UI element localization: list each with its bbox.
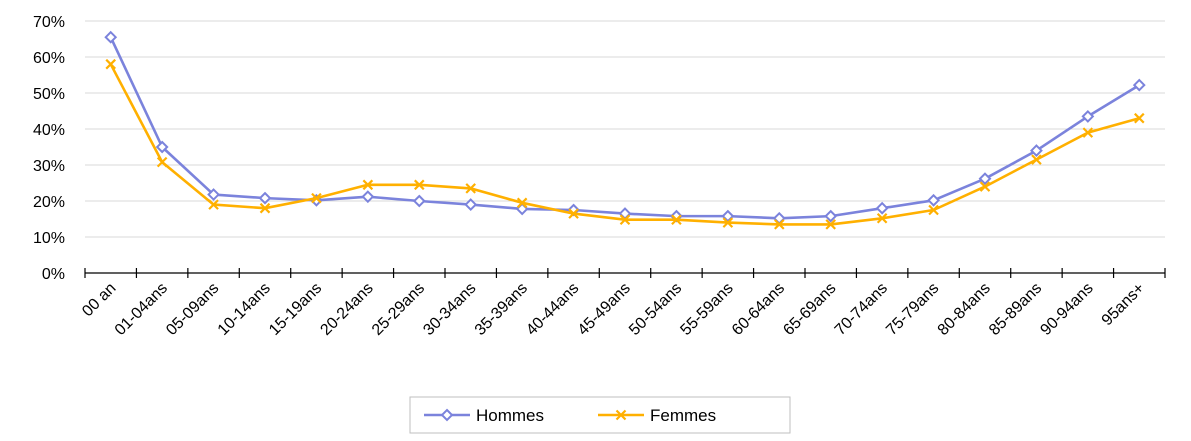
legend-marker xyxy=(615,409,627,421)
legend-label: Femmes xyxy=(650,406,716,425)
data-point xyxy=(774,219,785,230)
y-tick-label: 20% xyxy=(33,194,65,211)
data-point xyxy=(311,192,322,204)
x-tick-label: 65-69ans xyxy=(780,280,839,339)
x-tick-label: 40-44ans xyxy=(523,280,582,339)
axes: 0% 10% 20% 30% 40% 50% 60% 70% 00 an01-04ans05-0… xyxy=(33,14,1166,339)
data-point xyxy=(104,30,118,44)
data-point xyxy=(928,204,939,216)
data-point xyxy=(1134,112,1145,124)
x-tick-label: 30-34ans xyxy=(420,280,479,339)
data-point xyxy=(105,58,116,70)
data-point xyxy=(207,188,220,201)
data-point xyxy=(568,208,579,219)
data-point xyxy=(1081,109,1095,123)
y-tick-label: 0% xyxy=(42,266,65,283)
data-point xyxy=(825,219,836,230)
data-point xyxy=(155,140,169,154)
data-point xyxy=(361,190,375,204)
data-point xyxy=(464,198,478,212)
x-tick-label: 90-94ans xyxy=(1037,280,1096,339)
x-tick-label: 85-89ans xyxy=(986,280,1045,339)
data-point xyxy=(1132,78,1146,92)
y-tick-label: 50% xyxy=(33,86,65,103)
y-tick-label: 30% xyxy=(33,158,65,175)
x-tick-label: 00 an xyxy=(79,280,119,320)
y-tick-label: 60% xyxy=(33,50,65,67)
data-point xyxy=(1031,154,1042,165)
x-tick-label: 60-64ans xyxy=(729,280,788,339)
data-point xyxy=(824,209,838,223)
x-tick-label: 75-79ans xyxy=(883,280,942,339)
x-tick-label: 10-14ans xyxy=(215,280,274,339)
data-point xyxy=(208,199,219,210)
x-tick-label: 80-84ans xyxy=(935,280,994,339)
data-point xyxy=(516,197,528,209)
y-tick-label: 40% xyxy=(33,122,65,139)
series-femmes xyxy=(105,58,1145,230)
x-tick-label: 35-39ans xyxy=(472,280,531,339)
data-point xyxy=(1030,144,1043,158)
data-point xyxy=(465,183,476,194)
data-point xyxy=(258,191,272,205)
series xyxy=(104,30,1146,230)
x-tick-label: 01-04ans xyxy=(112,280,171,339)
legend-marker xyxy=(440,408,454,422)
legend-label: Hommes xyxy=(476,406,544,425)
data-point xyxy=(876,213,888,224)
data-point xyxy=(979,181,991,192)
legend: Hommes Femmes xyxy=(409,396,791,434)
x-tick-label: 05-09ans xyxy=(163,280,222,339)
data-point xyxy=(619,214,631,225)
series-line xyxy=(109,36,1140,220)
y-tick-label: 70% xyxy=(33,14,65,31)
data-point xyxy=(156,156,168,168)
x-tick-label: 55-59ans xyxy=(677,280,736,339)
x-tick-label: 25-29ans xyxy=(369,280,428,339)
data-point xyxy=(671,214,682,225)
gridlines xyxy=(85,20,1165,238)
data-point xyxy=(722,217,734,228)
y-tick-label: 10% xyxy=(33,230,65,247)
x-tick-label: 50-54ans xyxy=(626,280,685,339)
data-point xyxy=(414,179,425,191)
x-tick-label: 95ans+ xyxy=(1099,280,1148,329)
x-tick-label: 20-24ans xyxy=(317,280,376,339)
series-hommes xyxy=(104,30,1146,225)
data-point xyxy=(875,201,889,215)
data-point xyxy=(362,179,374,191)
data-point xyxy=(259,202,271,214)
data-point xyxy=(978,172,992,186)
data-point xyxy=(1082,127,1094,138)
data-point xyxy=(927,193,940,207)
x-tick-label: 15-19ans xyxy=(266,280,325,339)
x-tick-label: 45-49ans xyxy=(575,280,634,339)
data-point xyxy=(412,194,426,208)
x-tick-label: 70-74ans xyxy=(832,280,891,339)
